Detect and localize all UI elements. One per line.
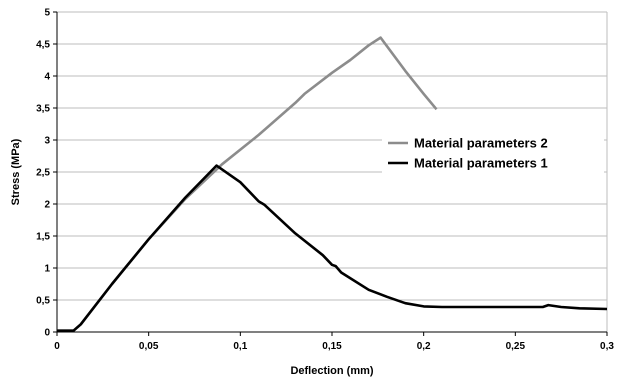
legend-label: Material parameters 1: [414, 156, 548, 171]
y-tick-label: 1: [44, 264, 50, 275]
series-line-2: [57, 164, 608, 332]
legend-box: [382, 131, 604, 177]
y-tick-label: 0,5: [36, 296, 50, 307]
x-tick-label: 0,05: [139, 341, 159, 352]
y-tick-label: 4,5: [36, 40, 50, 51]
x-tick-label: 0,3: [600, 341, 614, 352]
y-tick-label: 4: [44, 72, 50, 83]
gridlines: [57, 11, 607, 301]
legend-label: Material parameters 2: [414, 136, 548, 151]
x-tick-label: 0,15: [322, 341, 342, 352]
y-tick-label: 2: [44, 200, 50, 211]
x-axis-title: Deflection (mm): [290, 365, 373, 377]
y-tick-label: 0: [44, 328, 50, 339]
y-tick-label: 5: [44, 8, 50, 19]
x-tick-label: 0: [54, 341, 60, 352]
y-tick-label: 3,5: [36, 104, 50, 115]
x-tick-label: 0,1: [233, 341, 247, 352]
x-tick-label: 0,25: [506, 341, 526, 352]
x-tick-label: 0,2: [417, 341, 431, 352]
y-tick-label: 1,5: [36, 232, 50, 243]
y-axis-title: Stress (MPa): [10, 138, 22, 205]
x-axis-ticks: 0 0,05 0,1 0,15 0,2 0,25 0,3: [54, 332, 614, 352]
y-tick-label: 2,5: [36, 168, 50, 179]
legend: Material parameters 2 Material parameters…: [382, 131, 604, 177]
y-axis-ticks: 0 0,5 1 1,5 2 2,5 3 3,5 4 4,5 5: [36, 8, 57, 339]
series-lines: [57, 36, 608, 332]
y-tick-label: 3: [44, 136, 50, 147]
